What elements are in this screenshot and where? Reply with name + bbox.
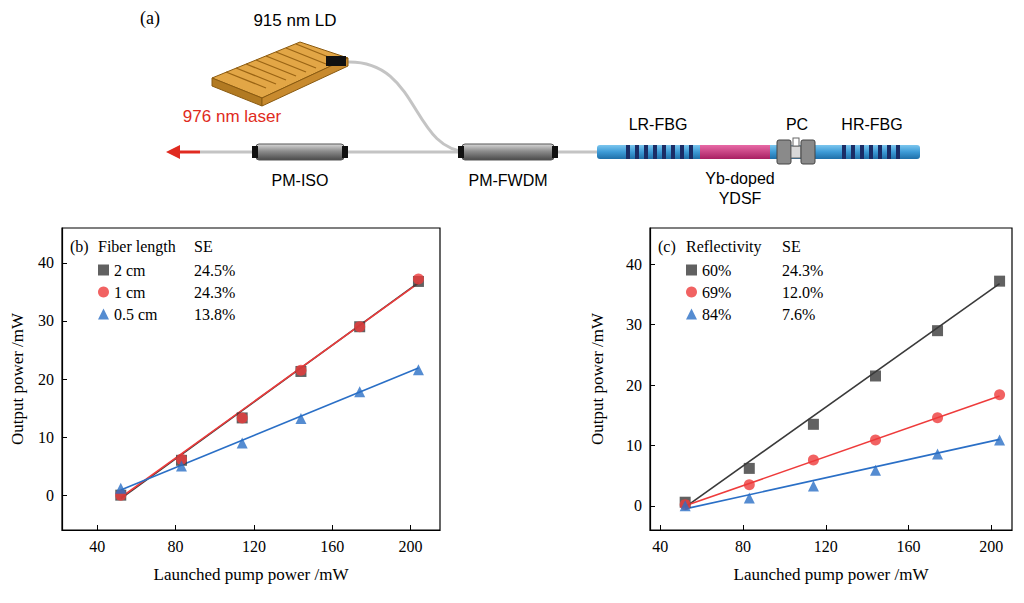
svg-text:Launched pump power /mW: Launched pump power /mW xyxy=(734,565,930,584)
svg-text:7.6%: 7.6% xyxy=(782,306,815,323)
svg-text:Yb-doped: Yb-doped xyxy=(705,170,774,187)
svg-text:HR-FBG: HR-FBG xyxy=(841,116,902,133)
svg-text:0: 0 xyxy=(634,497,642,514)
svg-text:(b): (b) xyxy=(70,238,89,256)
svg-text:20: 20 xyxy=(626,377,642,394)
svg-text:Output power /mW: Output power /mW xyxy=(588,312,607,445)
svg-text:20: 20 xyxy=(38,371,54,388)
svg-text:976 nm laser: 976 nm laser xyxy=(183,107,282,126)
svg-text:Fiber length: Fiber length xyxy=(98,238,176,256)
svg-text:SE: SE xyxy=(194,238,213,255)
svg-text:40: 40 xyxy=(652,538,668,555)
svg-text:40: 40 xyxy=(626,256,642,273)
svg-text:160: 160 xyxy=(897,538,921,555)
svg-text:80: 80 xyxy=(735,538,751,555)
svg-text:10: 10 xyxy=(626,437,642,454)
svg-text:Reflectivity: Reflectivity xyxy=(686,238,762,256)
svg-text:30: 30 xyxy=(38,312,54,329)
svg-text:40: 40 xyxy=(38,254,54,271)
svg-text:120: 120 xyxy=(814,538,838,555)
svg-text:1 cm: 1 cm xyxy=(114,284,146,301)
svg-text:84%: 84% xyxy=(702,306,731,323)
svg-text:200: 200 xyxy=(979,538,1003,555)
svg-text:13.8%: 13.8% xyxy=(194,306,235,323)
svg-text:160: 160 xyxy=(320,538,344,555)
svg-text:0: 0 xyxy=(46,487,54,504)
svg-text:120: 120 xyxy=(242,538,266,555)
svg-text:69%: 69% xyxy=(702,284,731,301)
svg-text:PM-ISO: PM-ISO xyxy=(272,172,329,189)
svg-text:LR-FBG: LR-FBG xyxy=(629,116,688,133)
svg-text:Launched pump power /mW: Launched pump power /mW xyxy=(154,565,350,584)
svg-text:24.3%: 24.3% xyxy=(782,262,823,279)
svg-text:(c): (c) xyxy=(658,238,676,256)
svg-text:10: 10 xyxy=(38,429,54,446)
svg-text:0.5 cm: 0.5 cm xyxy=(114,306,158,323)
svg-text:12.0%: 12.0% xyxy=(782,284,823,301)
svg-text:24.5%: 24.5% xyxy=(194,262,235,279)
svg-text:24.3%: 24.3% xyxy=(194,284,235,301)
svg-text:2 cm: 2 cm xyxy=(114,262,146,279)
svg-text:40: 40 xyxy=(89,538,105,555)
svg-text:80: 80 xyxy=(168,538,184,555)
svg-text:(a): (a) xyxy=(140,8,160,29)
svg-text:30: 30 xyxy=(626,316,642,333)
svg-text:Output power /mW: Output power /mW xyxy=(8,312,27,445)
svg-text:YDSF: YDSF xyxy=(719,190,762,207)
svg-text:915 nm LD: 915 nm LD xyxy=(253,11,336,30)
svg-text:60%: 60% xyxy=(702,262,731,279)
svg-text:SE: SE xyxy=(782,238,801,255)
svg-text:PM-FWDM: PM-FWDM xyxy=(468,172,547,189)
svg-text:PC: PC xyxy=(786,116,808,133)
svg-text:200: 200 xyxy=(399,538,423,555)
